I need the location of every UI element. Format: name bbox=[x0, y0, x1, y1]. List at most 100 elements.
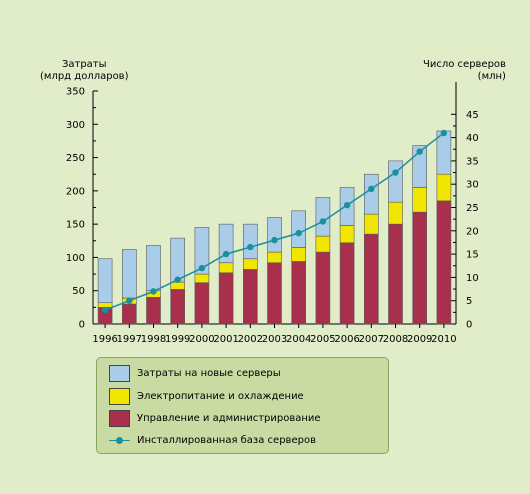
legend-item-new-servers: Затраты на новые серверы bbox=[109, 364, 281, 382]
legend-line-installed-base bbox=[109, 432, 130, 449]
bar-segment bbox=[436, 200, 452, 325]
bar-segment bbox=[243, 269, 258, 325]
bar-segment bbox=[146, 297, 161, 325]
installed-base-point bbox=[343, 201, 351, 209]
right-tick-label: 35 bbox=[466, 156, 479, 167]
bar-segment bbox=[291, 261, 307, 325]
x-tick-label: 2008 bbox=[383, 334, 408, 345]
left-tick-label: 0 bbox=[79, 320, 85, 331]
installed-base-point bbox=[150, 288, 157, 295]
installed-base-point bbox=[392, 169, 399, 176]
bar-segment bbox=[291, 247, 307, 262]
bar-segment bbox=[315, 235, 331, 253]
x-tick-label: 2010 bbox=[431, 334, 456, 345]
x-tick-label: 1997 bbox=[117, 334, 142, 345]
right-tick-label: 25 bbox=[466, 203, 479, 214]
legend-swatch-new-servers bbox=[109, 364, 130, 382]
right-tick-label: 20 bbox=[466, 226, 479, 237]
legend-label-management: Управление и администрирование bbox=[137, 412, 321, 424]
bar-segment bbox=[363, 233, 379, 325]
left-tick-label: 300 bbox=[66, 120, 85, 131]
legend-swatch-power-cooling bbox=[109, 387, 130, 405]
x-tick-label: 2000 bbox=[189, 334, 214, 345]
legend-label-new-servers: Затраты на новые серверы bbox=[137, 367, 281, 379]
legend: Затраты на новые серверы Электропитание … bbox=[96, 357, 389, 454]
bar-segment bbox=[267, 251, 282, 264]
left-tick-label: 250 bbox=[66, 153, 85, 164]
installed-base-point bbox=[126, 297, 133, 304]
bar-segment bbox=[267, 217, 282, 253]
right-tick-label: 10 bbox=[466, 273, 479, 284]
installed-base-point bbox=[247, 243, 254, 251]
x-tick-label: 1998 bbox=[141, 334, 166, 345]
bar-segment bbox=[436, 173, 452, 202]
bar-segment bbox=[194, 273, 210, 284]
x-tick-label: 1999 bbox=[165, 334, 190, 345]
bar-segment bbox=[218, 262, 234, 274]
bar-segment bbox=[339, 242, 355, 325]
bar-segment bbox=[412, 211, 428, 325]
bar-segment bbox=[146, 245, 161, 292]
bar-segment bbox=[170, 281, 185, 290]
bar-segment bbox=[122, 249, 137, 299]
installed-base-point bbox=[198, 264, 206, 272]
left-tick-label: 200 bbox=[66, 186, 85, 197]
left-axis-title: Затраты (млрд долларов) bbox=[40, 59, 129, 82]
right-tick-label: 0 bbox=[466, 320, 472, 331]
right-tick-label: 40 bbox=[466, 133, 479, 144]
right-tick-label: 15 bbox=[466, 250, 479, 261]
bar-segment bbox=[315, 251, 331, 325]
installed-base-point bbox=[319, 218, 327, 225]
installed-base-point bbox=[101, 306, 109, 314]
installed-base-point bbox=[271, 236, 278, 244]
right-tick-label: 5 bbox=[466, 296, 472, 307]
x-tick-label: 2006 bbox=[334, 334, 359, 345]
bar-segment bbox=[412, 187, 428, 213]
bar-segment bbox=[243, 223, 258, 260]
bar-segment bbox=[388, 160, 403, 203]
bar-segment bbox=[339, 225, 355, 244]
installed-base-point bbox=[295, 229, 302, 237]
x-tick-label: 2009 bbox=[407, 334, 432, 345]
bar-segment bbox=[388, 223, 403, 325]
legend-item-management: Управление и администрирование bbox=[109, 409, 321, 427]
installed-base-point bbox=[440, 129, 448, 137]
left-tick-label: 100 bbox=[66, 253, 85, 264]
bar-segment bbox=[291, 210, 307, 248]
legend-label-installed-base: Инсталлированная база серверов bbox=[137, 434, 316, 446]
legend-item-power-cooling: Электропитание и охлаждение bbox=[109, 387, 304, 405]
left-tick-label: 150 bbox=[66, 220, 85, 231]
bar-segment bbox=[315, 197, 331, 237]
bar-segment bbox=[97, 302, 113, 308]
x-tick-label: 2002 bbox=[238, 334, 263, 345]
bar-segment bbox=[267, 262, 282, 325]
bar-segment bbox=[97, 258, 113, 303]
bar-segment bbox=[122, 303, 137, 325]
legend-label-power-cooling: Электропитание и охлаждение bbox=[137, 390, 304, 402]
legend-item-installed-base: Инсталлированная база серверов bbox=[109, 431, 316, 449]
bar-segment bbox=[412, 145, 428, 188]
installed-base-point bbox=[222, 250, 230, 258]
bar-segment bbox=[363, 213, 379, 235]
bar-segment bbox=[243, 258, 258, 270]
bar-segment bbox=[363, 173, 379, 215]
x-tick-label: 2007 bbox=[359, 334, 384, 345]
x-tick-label: 1996 bbox=[92, 334, 117, 345]
x-tick-label: 2005 bbox=[310, 334, 335, 345]
legend-swatch-management bbox=[109, 409, 130, 427]
installed-base-point bbox=[368, 185, 375, 193]
bar-segment bbox=[194, 227, 210, 275]
installed-base-point bbox=[416, 148, 423, 155]
left-tick-label: 50 bbox=[72, 286, 85, 297]
right-tick-label: 45 bbox=[466, 110, 479, 121]
x-tick-label: 2001 bbox=[213, 334, 238, 345]
installed-base-point bbox=[174, 276, 181, 283]
bar-segment bbox=[388, 201, 403, 225]
left-tick-label: 350 bbox=[66, 87, 85, 98]
right-axis-title: Число серверов (млн) bbox=[423, 59, 506, 82]
bar-segment bbox=[170, 237, 185, 283]
bar-segment bbox=[218, 272, 234, 325]
bar-segment bbox=[170, 289, 185, 325]
